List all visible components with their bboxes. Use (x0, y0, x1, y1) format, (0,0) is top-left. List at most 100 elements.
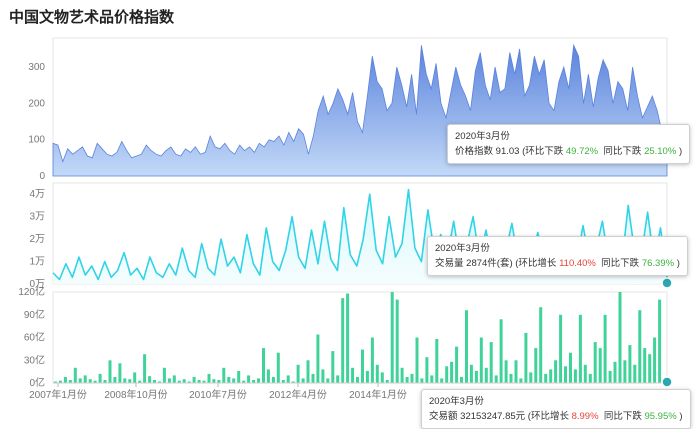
amount-bar (598, 348, 602, 383)
amount-bar (306, 360, 310, 384)
amount-bar (420, 378, 424, 383)
amount-bar (158, 381, 161, 383)
amount-bar (172, 375, 176, 383)
amount-bar (177, 380, 181, 383)
amount-bar (524, 332, 528, 383)
amount-bar (370, 337, 374, 383)
amount-y-tick: 60亿 (24, 331, 45, 344)
amount-bar (113, 376, 117, 383)
amount-bar (321, 369, 325, 383)
amount-bar (331, 351, 335, 383)
amount-bar (202, 380, 206, 383)
price-tooltip-close: ) (678, 146, 683, 157)
volume-y-tick: 1万 (29, 257, 45, 268)
amount-bar (450, 361, 454, 383)
amount-bar (504, 360, 508, 384)
amount-y-tick: 0亿 (29, 376, 45, 389)
amount-bar (375, 364, 379, 383)
amount-bar (653, 337, 657, 383)
amount-bar (628, 345, 632, 383)
amount-bar (445, 366, 449, 383)
volume-tooltip-mom-label: (环比增长 (515, 258, 557, 269)
amount-bar (296, 364, 300, 383)
amount-bar (425, 357, 429, 383)
amount-y-tick: 90亿 (24, 308, 45, 321)
amount-bar (192, 376, 196, 383)
volume-tooltip-date: 2020年3月份 (435, 243, 490, 254)
amount-bar (351, 367, 355, 383)
amount-bar (148, 376, 152, 383)
amount-bar (489, 342, 493, 383)
amount-slider-handle[interactable] (661, 376, 673, 388)
amount-bar (593, 342, 597, 383)
price-tooltip-yoy-value: 25.10% (644, 146, 677, 157)
amount-bar (474, 370, 478, 383)
amount-bar (212, 379, 216, 383)
amount-bar (564, 366, 567, 383)
amount-tooltip-yoy-label: 同比下跌 (603, 411, 642, 422)
amount-bar (608, 370, 612, 383)
amount-bar (93, 380, 97, 383)
amount-tooltip-metric-label: 交易额 (429, 411, 458, 422)
price-y-tick: 0 (39, 171, 45, 182)
amount-bar (658, 299, 662, 383)
amount-bar (618, 292, 622, 383)
price-tooltip-metric-label: 价格指数 (455, 146, 494, 157)
price-tooltip-date: 2020年3月份 (455, 131, 510, 142)
amount-bar (638, 310, 642, 383)
amount-bar (519, 378, 523, 383)
amount-bar (623, 360, 627, 384)
amount-bar (98, 373, 102, 383)
x-axis-tick: 2014年1月份 (349, 388, 407, 401)
amount-bar (554, 360, 558, 384)
amount-bar (356, 376, 359, 383)
amount-bar (415, 337, 419, 383)
x-axis-tick: 2007年1月份 (29, 388, 87, 401)
volume-y-tick: 3万 (29, 212, 45, 223)
amount-bar (455, 346, 459, 383)
volume-tooltip-close: ) (676, 258, 680, 269)
amount-bar (311, 373, 315, 383)
amount-tooltip-close: ) (679, 411, 683, 422)
amount-bar (271, 376, 275, 383)
amount-y-tick: 30亿 (24, 353, 45, 366)
amount-bar (573, 369, 577, 383)
amount-bar (430, 375, 434, 383)
volume-tooltip-metric-value: 2874件(套) (466, 258, 513, 269)
amount-bar (316, 334, 320, 383)
amount-bar (494, 375, 498, 383)
amount-bar (648, 354, 652, 383)
amount-bar (484, 367, 488, 383)
amount-tooltip-metric-value: 32153247.85元 (460, 411, 526, 422)
amount-bar (559, 314, 563, 384)
price-tooltip-mom-label: (环比下跌 (522, 146, 564, 157)
amount-bar (68, 380, 72, 383)
amount-bar (222, 367, 226, 383)
volume-y-tick: 2万 (29, 234, 45, 245)
amount-bar (276, 352, 280, 383)
amount-bar (346, 293, 350, 383)
amount-bar (54, 381, 57, 383)
volume-slider-handle[interactable] (661, 277, 673, 289)
amount-bar (509, 373, 513, 383)
amount-bar (88, 379, 92, 383)
amount-bar (583, 364, 587, 383)
amount-bar (385, 380, 389, 383)
price-tooltip-yoy-label: 同比下跌 (603, 146, 642, 157)
amount-bar (578, 314, 582, 384)
amount-bar (569, 352, 572, 383)
amount-tooltip-mom-value: 8.99% (571, 411, 599, 422)
amount-bar (400, 367, 404, 383)
price-tooltip-body: 价格指数 91.03 (环比下跌 49.72% 同比下跌 25.10% ) (455, 144, 682, 159)
amount-bar (133, 372, 137, 383)
amount-bar (465, 310, 468, 383)
amount-bar (301, 378, 305, 383)
amount-bar (266, 369, 270, 383)
volume-tooltip-metric-label: 交易量 (435, 258, 464, 269)
amount-bar (83, 375, 87, 383)
x-axis-tick: 2012年4月份 (269, 388, 327, 401)
amount-bar (336, 375, 340, 383)
amount-tooltip: 2020年3月份 交易额 32153247.85元 (环比增长 8.99% 同比… (421, 389, 691, 429)
amount-bar (58, 380, 62, 383)
amount-bar (291, 381, 295, 383)
